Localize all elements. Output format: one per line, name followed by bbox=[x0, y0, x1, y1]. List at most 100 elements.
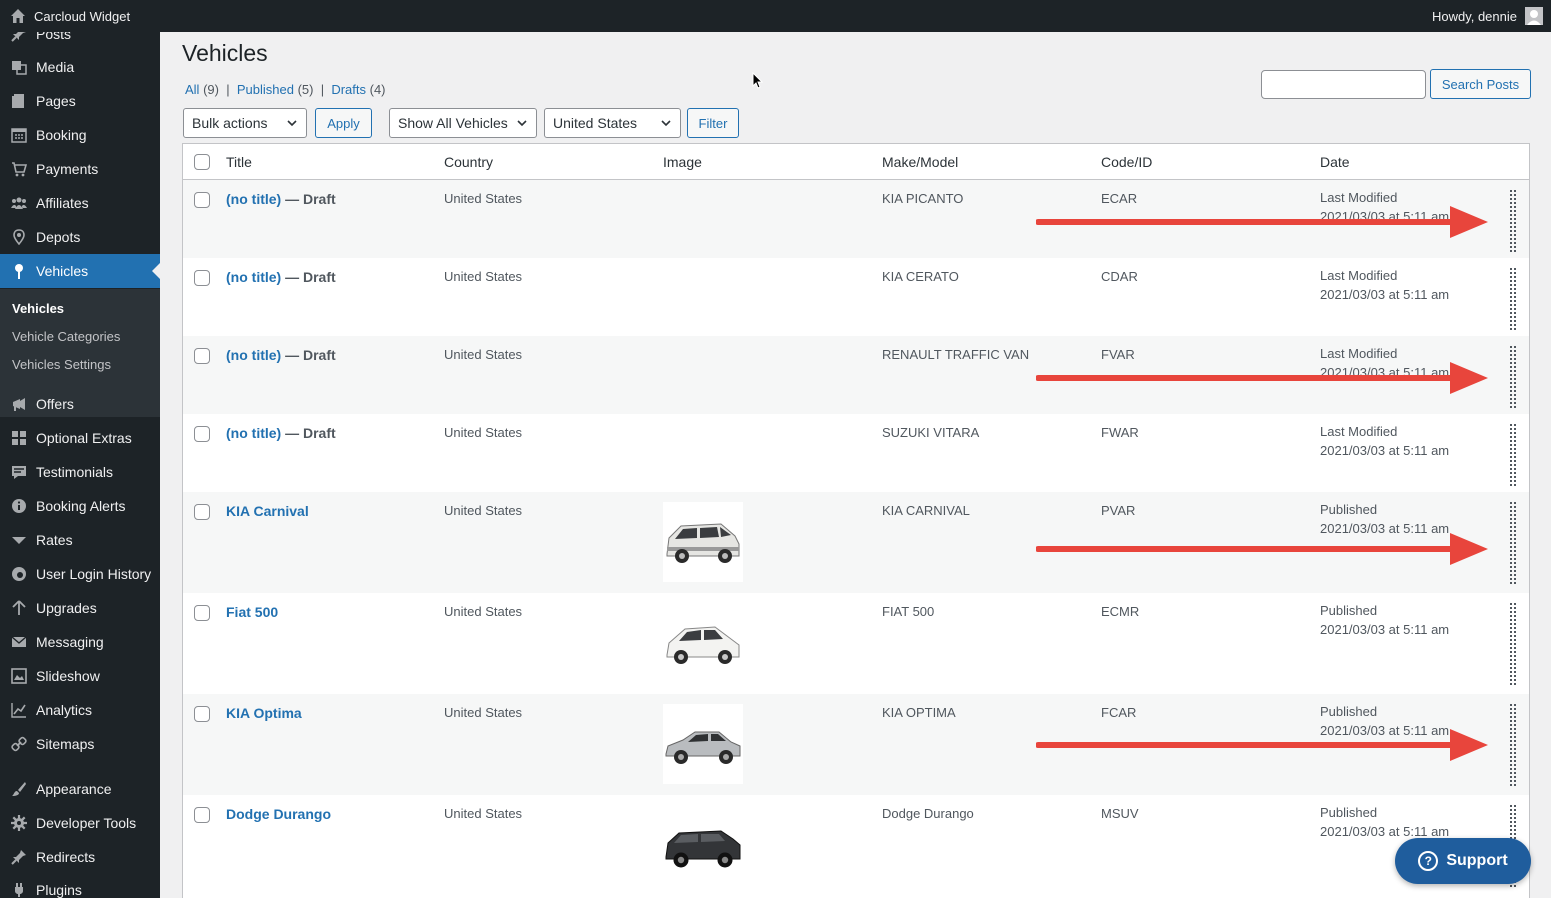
media-icon bbox=[10, 58, 28, 76]
menu-payments[interactable]: Payments bbox=[0, 152, 160, 186]
row-country: United States bbox=[444, 705, 523, 720]
menu-depots[interactable]: Depots bbox=[0, 220, 160, 254]
row-title-link[interactable]: (no title) — Draft bbox=[226, 191, 336, 207]
drag-handle[interactable] bbox=[1510, 424, 1516, 486]
menu-offers[interactable]: Offers bbox=[0, 387, 160, 421]
search-posts-button[interactable]: Search Posts bbox=[1430, 69, 1531, 99]
menu-user-login-history[interactable]: User Login History bbox=[0, 557, 160, 591]
menu-media[interactable]: Media bbox=[0, 50, 160, 84]
menu-affiliates[interactable]: Affiliates bbox=[0, 186, 160, 220]
row-make-model: KIA OPTIMA bbox=[882, 705, 956, 720]
view-separator: | bbox=[320, 82, 325, 97]
menu-booking-alerts[interactable]: Booking Alerts bbox=[0, 489, 160, 523]
menu-vehicles[interactable]: Vehicles bbox=[0, 254, 160, 288]
view-published-count: (5) bbox=[297, 82, 314, 97]
row-title-link[interactable]: (no title) — Draft bbox=[226, 425, 336, 441]
row-checkbox[interactable] bbox=[194, 192, 210, 208]
menu-plugins[interactable]: Plugins bbox=[0, 873, 160, 898]
row-title-link[interactable]: (no title) — Draft bbox=[226, 347, 336, 363]
menu-booking[interactable]: Booking bbox=[0, 118, 160, 152]
submenu-vehicles[interactable]: Vehicles bbox=[12, 301, 65, 316]
menu-rates[interactable]: Rates bbox=[0, 523, 160, 557]
row-title-link[interactable]: (no title) — Draft bbox=[226, 269, 336, 285]
rates-icon bbox=[10, 531, 28, 549]
menu-pages[interactable]: Pages bbox=[0, 84, 160, 118]
chevron-down-icon bbox=[517, 120, 527, 127]
row-code: ECMR bbox=[1101, 604, 1140, 619]
drag-handle[interactable] bbox=[1510, 704, 1516, 786]
pin-icon bbox=[10, 848, 28, 866]
row-checkbox[interactable] bbox=[194, 605, 210, 621]
row-title-link[interactable]: Dodge Durango bbox=[226, 806, 331, 822]
filter-button[interactable]: Filter bbox=[687, 108, 739, 138]
country-select[interactable]: United States bbox=[544, 108, 681, 138]
help-icon: ? bbox=[1418, 851, 1439, 871]
pages-icon bbox=[10, 92, 28, 110]
bulk-actions-select[interactable]: Bulk actions bbox=[183, 108, 307, 138]
email-icon bbox=[10, 633, 28, 651]
apply-button[interactable]: Apply bbox=[315, 108, 372, 138]
groups-icon bbox=[10, 194, 28, 212]
row-status: Last Modified bbox=[1320, 190, 1398, 205]
row-code: ECAR bbox=[1101, 191, 1138, 206]
menu-messaging[interactable]: Messaging bbox=[0, 625, 160, 659]
menu-upgrades[interactable]: Upgrades bbox=[0, 591, 160, 625]
row-checkbox[interactable] bbox=[194, 504, 210, 520]
pin-marker-icon bbox=[10, 262, 28, 280]
submenu-vehicles-settings[interactable]: Vehicles Settings bbox=[12, 357, 112, 372]
menu-redirects[interactable]: Redirects bbox=[0, 840, 160, 874]
column-code-id: Code/ID bbox=[1101, 154, 1153, 170]
menu-sitemaps[interactable]: Sitemaps bbox=[0, 727, 160, 761]
row-date: Published 2021/03/03 at 5:11 am bbox=[1320, 702, 1449, 740]
admin-sidebar: Posts Media Pages Booking Payments Affil… bbox=[0, 32, 160, 898]
page-title: Vehicles bbox=[182, 40, 268, 66]
drag-handle[interactable] bbox=[1510, 268, 1516, 330]
row-status: Last Modified bbox=[1320, 346, 1398, 361]
drag-handle[interactable] bbox=[1510, 502, 1516, 584]
row-checkbox[interactable] bbox=[194, 426, 210, 442]
row-status: Last Modified bbox=[1320, 424, 1398, 439]
menu-appearance[interactable]: Appearance bbox=[0, 772, 160, 806]
row-checkbox[interactable] bbox=[194, 706, 210, 722]
view-all-link[interactable]: All bbox=[185, 82, 200, 97]
arrow-up-icon bbox=[10, 599, 28, 617]
drag-handle[interactable] bbox=[1510, 346, 1516, 408]
search-input[interactable] bbox=[1261, 70, 1426, 99]
megaphone-icon bbox=[10, 395, 28, 413]
row-checkbox[interactable] bbox=[194, 807, 210, 823]
view-published-link[interactable]: Published bbox=[236, 82, 294, 97]
slides-icon bbox=[10, 667, 28, 685]
support-button[interactable]: ? Support bbox=[1395, 838, 1531, 884]
vehicle-type-select[interactable]: Show All Vehicles bbox=[389, 108, 537, 138]
select-all-checkbox[interactable] bbox=[194, 154, 210, 170]
menu-developer-tools[interactable]: Developer Tools bbox=[0, 806, 160, 840]
row-checkbox[interactable] bbox=[194, 348, 210, 364]
brush-icon bbox=[10, 780, 28, 798]
menu-testimonials[interactable]: Testimonials bbox=[0, 455, 160, 489]
row-title-link[interactable]: KIA Optima bbox=[226, 705, 302, 721]
menu-analytics[interactable]: Analytics bbox=[0, 693, 160, 727]
menu-posts[interactable]: Posts bbox=[0, 32, 160, 51]
table-row: (no title) — Draft United States SUZUKI … bbox=[183, 414, 1529, 492]
menu-slideshow[interactable]: Slideshow bbox=[0, 659, 160, 693]
submenu-vehicle-categories[interactable]: Vehicle Categories bbox=[12, 329, 121, 344]
row-status: Published bbox=[1320, 603, 1378, 618]
row-checkbox[interactable] bbox=[194, 270, 210, 286]
drag-handle[interactable] bbox=[1510, 190, 1516, 252]
menu-optional-extras[interactable]: Optional Extras bbox=[0, 421, 160, 455]
row-title-link[interactable]: Fiat 500 bbox=[226, 604, 279, 620]
howdy-text: Howdy, dennie bbox=[1431, 8, 1517, 24]
history-icon bbox=[10, 565, 28, 583]
view-drafts-link[interactable]: Drafts bbox=[331, 82, 366, 97]
account-menu[interactable]: Howdy, dennie bbox=[1432, 7, 1543, 25]
calendar-icon bbox=[10, 126, 28, 144]
row-make-model: KIA CARNIVAL bbox=[882, 503, 970, 518]
row-date: Last Modified 2021/03/03 at 5:11 am bbox=[1320, 422, 1449, 460]
drag-handle[interactable] bbox=[1510, 603, 1516, 685]
column-date[interactable]: Date bbox=[1320, 154, 1350, 170]
row-country: United States bbox=[444, 347, 523, 362]
bulk-actions-value: Bulk actions bbox=[192, 115, 268, 131]
column-title[interactable]: Title bbox=[226, 154, 252, 170]
site-name-link[interactable]: Carcloud Widget bbox=[10, 8, 130, 24]
row-title-link[interactable]: KIA Carnival bbox=[226, 503, 309, 519]
